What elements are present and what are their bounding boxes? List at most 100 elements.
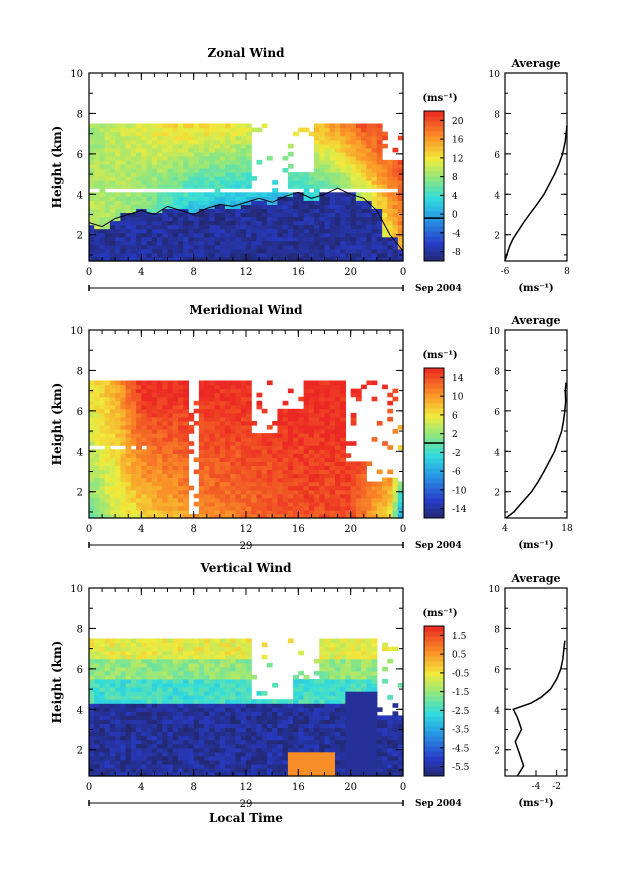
heatmap-cell [130, 224, 137, 230]
heatmap-cell [125, 638, 132, 644]
heatmap-cell [225, 493, 231, 499]
heatmap-cell [89, 421, 95, 426]
heatmap-cell [214, 172, 221, 177]
heatmap-cell [193, 666, 200, 672]
heatmap-cell [219, 408, 226, 414]
heatmap-cell [397, 188, 404, 193]
heatmap-cell [183, 421, 189, 426]
heatmap-cell [204, 123, 210, 129]
heatmap-cell [209, 654, 216, 660]
heatmap-cell [303, 244, 310, 250]
heatmap-cell [125, 650, 132, 656]
heatmap-cell [251, 707, 257, 712]
heatmap-cell [172, 731, 179, 737]
heatmap-cell [230, 224, 237, 230]
heatmap-cell [350, 212, 357, 218]
heatmap-cell [157, 224, 163, 230]
heatmap-cell [308, 388, 315, 394]
heatmap-cell [178, 654, 184, 660]
heatmap-cell [240, 408, 247, 414]
heatmap-cell [382, 493, 388, 499]
heatmap-cell [371, 196, 378, 201]
heatmap-cell [183, 257, 189, 262]
heatmap-cell [340, 509, 346, 515]
heatmap-cell [225, 155, 231, 161]
heatmap-cell [178, 204, 184, 209]
heatmap-cell [272, 248, 278, 254]
heatmap-cell [115, 695, 121, 700]
heatmap-cell [235, 408, 242, 414]
heatmap-cell [193, 650, 200, 656]
heatmap-cell [225, 176, 231, 181]
heatmap-cell [287, 200, 294, 205]
heatmap-cell [109, 400, 116, 406]
heatmap-cell [219, 441, 226, 446]
heatmap-cell [115, 192, 121, 197]
heatmap-cell [198, 220, 205, 226]
heatmap-cell [293, 433, 299, 438]
heatmap-cell [235, 228, 242, 234]
heatmap-cell [198, 755, 205, 761]
heatmap-cell [324, 248, 331, 254]
heatmap-cell [350, 441, 357, 446]
heatmap-cell [125, 501, 132, 507]
heatmap-cell [172, 139, 179, 145]
heatmap-cell [198, 505, 205, 511]
heatmap-cell [125, 759, 132, 765]
heatmap-cell [314, 441, 320, 446]
heatmap-cell [219, 384, 226, 390]
heatmap-cell [387, 204, 394, 209]
heatmap-cell [251, 751, 257, 757]
heatmap-cell [261, 763, 268, 769]
heatmap-cell [89, 425, 95, 430]
heatmap-cell [136, 412, 142, 418]
heatmap-cell [235, 257, 242, 262]
heatmap-cell [146, 755, 153, 761]
heatmap-cell [392, 493, 399, 499]
heatmap-cell [308, 192, 315, 197]
heatmap-cell [146, 384, 153, 390]
heatmap-cell [251, 224, 257, 230]
heatmap-cell [324, 180, 331, 185]
heatmap-cell [94, 646, 100, 652]
heatmap-cell [240, 670, 247, 676]
heatmap-cell [188, 412, 195, 418]
heatmap-cell [319, 212, 326, 218]
heatmap-cell [151, 400, 158, 406]
heatmap-cell [115, 727, 121, 733]
heatmap-cell [282, 437, 289, 442]
heatmap-cell [335, 433, 341, 438]
heatmap-cell [183, 135, 189, 141]
heatmap-cell [340, 240, 346, 246]
heatmap-cell [340, 143, 346, 149]
heatmap-cell [193, 514, 200, 519]
heatmap-cell [183, 505, 189, 511]
heatmap-cell [136, 151, 142, 157]
heatmap-cell [136, 642, 142, 648]
heatmap-cell [219, 646, 226, 652]
heatmap-cell [308, 497, 315, 503]
heatmap-cell [387, 240, 394, 246]
heatmap-cell [209, 642, 216, 648]
heatmap-cell [130, 465, 137, 470]
heatmap-cell [115, 493, 121, 499]
heatmap-cell [172, 683, 179, 688]
heatmap-cell [246, 662, 252, 668]
heatmap-cell [167, 228, 174, 234]
heatmap-cell [340, 441, 346, 446]
heatmap-cell [109, 638, 116, 644]
heatmap-cell [324, 509, 331, 515]
heatmap-cell [235, 763, 242, 769]
heatmap-cell [167, 699, 174, 704]
heatmap-cell [167, 147, 174, 153]
heatmap-cell [308, 228, 315, 234]
heatmap-cell [104, 123, 111, 129]
heatmap-cell [272, 509, 278, 515]
heatmap-cell [157, 461, 163, 466]
heatmap-cell [167, 445, 174, 450]
heatmap-cell [324, 501, 331, 507]
heatmap-cell [230, 751, 237, 757]
heatmap-cell [146, 695, 153, 700]
heatmap-cell [219, 449, 226, 454]
heatmap-cell [120, 155, 127, 161]
